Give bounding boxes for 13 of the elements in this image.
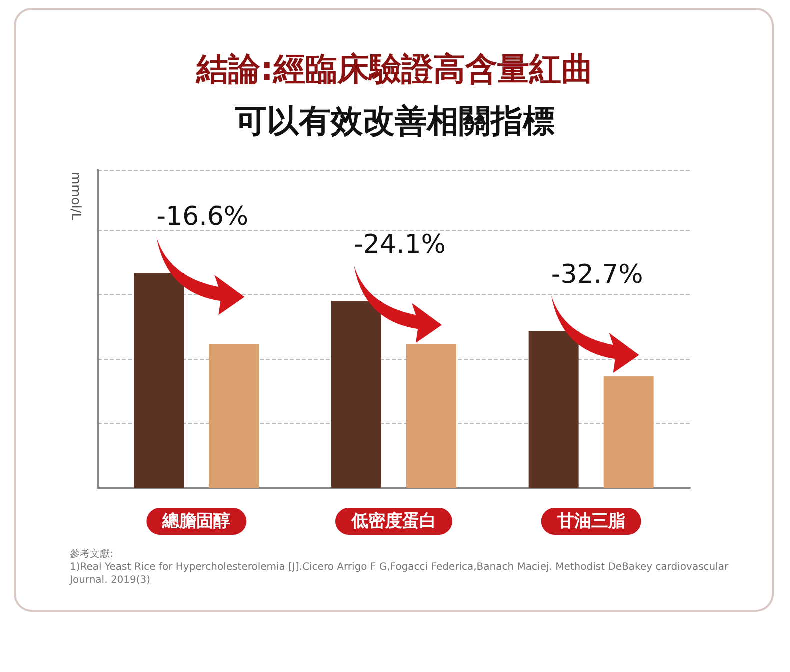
text: 1)Real Yeast Rice for Hypercholesterolemia [J].Cicero Arrigo F G,Fogacci Federica,Banach Maciej. Methodist DeBakey cardiovascular Journal. 2019(3): [70, 561, 730, 587]
text: 參考文獻:: [70, 548, 114, 561]
text: -24.1%: [354, 230, 446, 260]
x-tick-label: 低密度蛋白: [350, 512, 436, 532]
y-axis-title: mmol/L: [68, 172, 83, 222]
bar: [604, 376, 654, 488]
annotation: -32.7%: [551, 260, 644, 290]
chart-subtitle: 可以有效改善相關指標: [234, 102, 555, 140]
bar: [209, 344, 260, 488]
x-tick-label: 甘油三脂: [556, 512, 626, 532]
chart-title: 結論:經臨床驗證高含量紅曲: [196, 50, 594, 88]
text: -16.6%: [156, 202, 249, 232]
x-tick-label: 總膽固醇: [162, 512, 231, 532]
